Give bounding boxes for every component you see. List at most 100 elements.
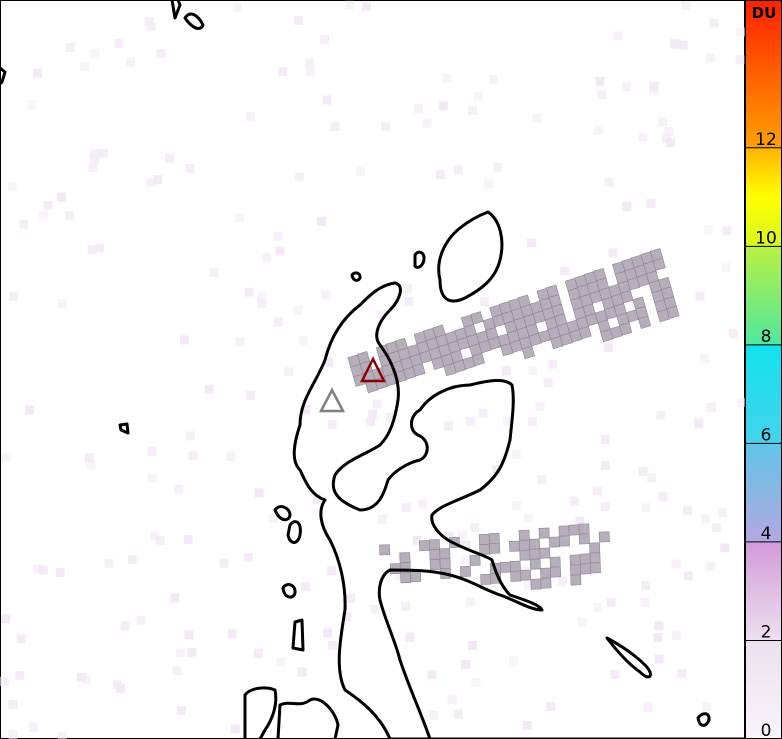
coastline-islet [170,0,205,30]
noise-cell [683,506,693,516]
noise-cell [90,154,100,164]
noise-cell [77,672,87,682]
noise-cell [38,565,48,575]
noise-cell [694,419,704,429]
noise-cell [32,68,42,78]
noise-cell [116,683,126,693]
plume-cell [569,554,581,566]
noise-cell [146,177,156,187]
noise-cell [1,453,11,463]
coastline-islet [118,422,130,435]
plume-cell [620,290,634,304]
noise-cell [643,703,653,713]
noise-cell [462,555,472,565]
noise-cell [429,710,439,720]
noise-cell [600,434,610,444]
noise-cell [56,192,66,202]
noise-cell [718,508,728,518]
noise-cell [646,198,656,208]
noise-cell [610,669,620,679]
noise-cell [511,449,521,459]
plume-cell [579,563,591,575]
noise-cell [227,629,237,639]
colorbar-tick-label: 8 [761,327,772,347]
noise-cell [488,75,498,85]
noise-cell [470,522,480,532]
noise-cell [324,357,334,367]
noise-cell [736,397,745,407]
noise-cell [89,149,99,159]
noise-cell [447,695,457,705]
plume-cell [439,558,451,570]
plume-cell [550,566,562,578]
noise-cell [703,225,713,235]
noise-cell [27,99,37,109]
noise-cell [438,101,448,111]
plume-cell [578,326,592,340]
noise-cell [640,597,650,607]
noise-cell [403,284,413,294]
noise-cell [293,15,303,25]
noise-cell [670,38,680,48]
plume-cell [529,538,541,550]
noise-cell [722,226,732,236]
noise-cell [232,3,242,13]
noise-cell [699,354,709,364]
plume-cell [510,570,522,582]
plume-cell [589,552,601,564]
noise-cell [400,601,410,611]
noise-cell [57,299,67,309]
noise-cell [656,410,666,420]
colorbar: 0 2 4 6 8 10 12 DU [745,0,782,739]
noise-cell [527,417,537,427]
plume-cell [419,540,430,552]
plume-cell [578,523,590,535]
noise-cell [380,121,390,131]
noise-cell [404,297,414,307]
noise-cell [638,132,648,142]
noise-cell [600,460,610,470]
noise-cell [321,290,331,300]
plume-cell [570,564,581,576]
plume-cell [518,529,530,541]
noise-cell [298,336,308,346]
noise-cell [479,297,489,307]
coastline-islet [605,636,652,679]
noise-cell [24,405,34,415]
noise-cell [422,118,432,128]
plume-cell [578,533,590,545]
noise-cell [0,676,10,686]
so2-plume-cells [347,248,680,590]
noise-cell [7,182,17,192]
noise-cell [467,106,477,116]
noise-cell [372,399,382,409]
noise-cell [444,421,454,431]
noise-cell [366,417,376,427]
noise-cell [695,291,705,301]
noise-cell [702,701,712,711]
noise-cell [172,666,182,676]
noise-cell [664,127,674,137]
noise-cell [305,67,315,77]
map-frame [0,0,745,739]
noise-cell [209,267,219,277]
noise-cell [523,513,533,523]
coastline-islet [276,697,340,739]
noise-cell [8,730,18,739]
noise-cell [170,593,180,603]
noise-cell [473,92,483,102]
plume-cell [666,305,680,319]
noise-cell [608,248,618,258]
noise-cell [317,216,327,226]
noise-cell [28,722,38,732]
noise-cell [226,451,236,461]
plume-cell [459,565,471,577]
plume-cell [399,552,411,564]
noise-cell [155,536,165,546]
plume-cell [410,571,422,583]
noise-cell [300,582,310,592]
coastline-islet [0,66,7,86]
colorbar-tick-label: 0 [761,721,772,739]
plume-cell [549,556,561,568]
plume-cell [568,524,580,536]
